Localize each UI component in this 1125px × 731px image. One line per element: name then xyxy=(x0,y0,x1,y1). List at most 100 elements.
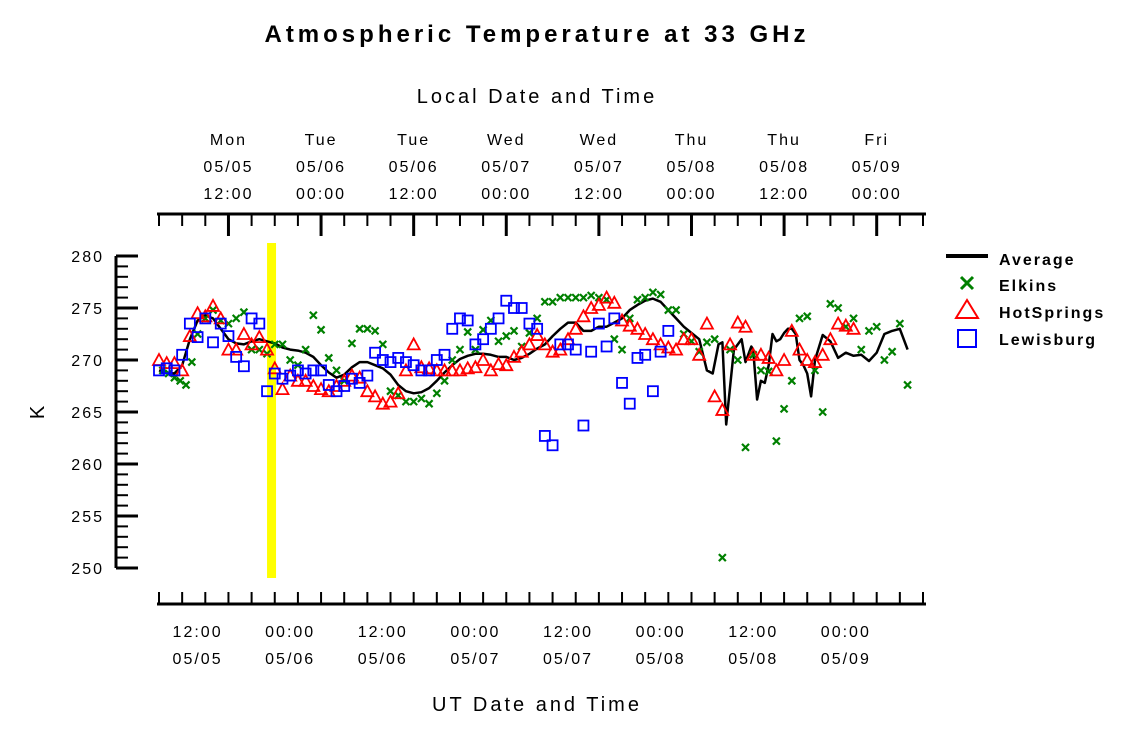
hotsprings-point xyxy=(838,317,854,332)
lewisburg-point xyxy=(600,340,613,353)
legend-item-lewisburg: Lewisburg xyxy=(957,329,1095,349)
top-tick-label-day: Wed xyxy=(580,132,619,149)
x-tick-label-time: 12:00 xyxy=(173,624,223,641)
elkins-point xyxy=(455,345,465,354)
elkins-point xyxy=(826,299,835,309)
lewisburg-point xyxy=(322,379,335,391)
lewisburg-point xyxy=(400,356,412,368)
hotsprings-point xyxy=(753,346,769,361)
hotsprings-point xyxy=(406,336,422,351)
hotsprings-point xyxy=(807,354,823,368)
elkins-point xyxy=(872,322,881,331)
elkins-point xyxy=(856,345,866,354)
lewisburg-point xyxy=(569,343,582,356)
hotsprings-point xyxy=(822,331,838,346)
hotsprings-point xyxy=(714,402,730,416)
top-tick-label-date: 05/06 xyxy=(389,159,439,176)
lewisburg-point xyxy=(415,364,428,377)
hotsprings-point xyxy=(274,381,290,396)
elkins-point xyxy=(772,436,781,446)
lewisburg-point xyxy=(307,364,320,377)
elkins-point xyxy=(648,288,658,297)
hotsprings-point xyxy=(676,331,692,346)
hotsprings-point xyxy=(745,346,761,361)
hotsprings-point xyxy=(220,341,236,356)
elkins-point xyxy=(332,366,341,375)
elkins-point xyxy=(795,314,804,323)
legend: Average Elkins HotSprings Lewisburg xyxy=(946,252,1103,349)
hotsprings-point xyxy=(722,336,738,351)
hotsprings-point xyxy=(359,383,375,398)
elkins-point xyxy=(733,355,743,365)
elkins-point xyxy=(301,345,310,354)
y-axis-title: K xyxy=(27,403,49,419)
hotsprings-point xyxy=(367,388,383,403)
hotsprings-point xyxy=(205,298,221,312)
hotsprings-point xyxy=(599,289,615,304)
elkins-point xyxy=(818,407,827,417)
elkins-point xyxy=(702,338,712,347)
hotsprings-point xyxy=(830,315,846,330)
top-axis-title: Local Date and Time xyxy=(417,86,657,108)
top-tick-label-time: 00:00 xyxy=(481,186,531,203)
elkins-point xyxy=(779,404,789,414)
elkins-point xyxy=(424,399,434,408)
elkins-point xyxy=(347,339,357,348)
top-tick-label-time: 00:00 xyxy=(296,186,346,203)
top-tick-label-date: 05/09 xyxy=(852,159,902,176)
legend-label-average: Average xyxy=(999,252,1076,269)
lewisburg-point xyxy=(361,369,374,382)
lewisburg-point xyxy=(484,322,497,335)
elkins-point xyxy=(586,291,596,300)
hotsprings-point xyxy=(444,362,460,377)
elkins-point xyxy=(887,347,897,356)
elkins-point xyxy=(633,295,642,304)
highlight-band-layer xyxy=(267,243,277,578)
lewisburg-point xyxy=(376,354,389,366)
lewisburg-point xyxy=(631,352,644,364)
lewisburg-point xyxy=(315,364,327,377)
y-tick-label: 265 xyxy=(71,405,104,422)
top-tick-label-day: Mon xyxy=(210,132,247,149)
lewisburg-point xyxy=(369,346,381,359)
hotsprings-point xyxy=(792,341,808,356)
y-tick-label: 275 xyxy=(71,301,104,318)
lewisburg-point xyxy=(176,348,189,361)
hotsprings-point xyxy=(568,320,584,335)
hotsprings-point xyxy=(683,331,700,346)
top-tick-label-time: 12:00 xyxy=(574,186,624,203)
highlight-band xyxy=(267,243,277,578)
legend-item-hotsprings: HotSprings xyxy=(954,298,1103,322)
elkins-point xyxy=(756,366,766,375)
x-tick-label-time: 12:00 xyxy=(358,624,408,641)
x-tick-label-date: 05/06 xyxy=(358,651,408,668)
elkins-point xyxy=(270,340,280,349)
elkins-point xyxy=(880,355,889,365)
elkins-point xyxy=(718,553,727,562)
y-tick-label: 270 xyxy=(71,353,104,370)
elkins-point xyxy=(363,324,372,334)
elkins-point xyxy=(540,297,550,307)
axes: 250 255 260 265 270 275 280 12:00 05/05 00:00 05/0… xyxy=(71,132,926,668)
hotsprings-point xyxy=(437,362,453,377)
x-tick-label-date: 05/09 xyxy=(821,651,871,668)
lewisburg-point xyxy=(508,302,520,314)
elkins-point xyxy=(787,376,797,386)
hotsprings-point xyxy=(768,362,784,377)
lewisburg-point xyxy=(237,360,250,373)
x-tick-label-date: 05/08 xyxy=(728,651,778,668)
hotsprings-point xyxy=(244,336,260,351)
hotsprings-point xyxy=(498,357,514,372)
elkins-point xyxy=(802,312,812,321)
lewisburg-point xyxy=(338,380,351,392)
x-tick-label-time: 00:00 xyxy=(636,624,686,641)
elkins-point xyxy=(463,327,472,337)
lewisburg-point xyxy=(461,314,474,327)
legend-item-average: Average xyxy=(946,252,1076,269)
plot-area xyxy=(151,288,912,562)
lewisburg-point xyxy=(538,430,551,442)
lewisburg-point xyxy=(222,330,235,342)
top-tick-label-date: 05/08 xyxy=(666,159,716,176)
hotsprings-point xyxy=(622,317,638,332)
y-tick-label: 250 xyxy=(71,561,104,578)
